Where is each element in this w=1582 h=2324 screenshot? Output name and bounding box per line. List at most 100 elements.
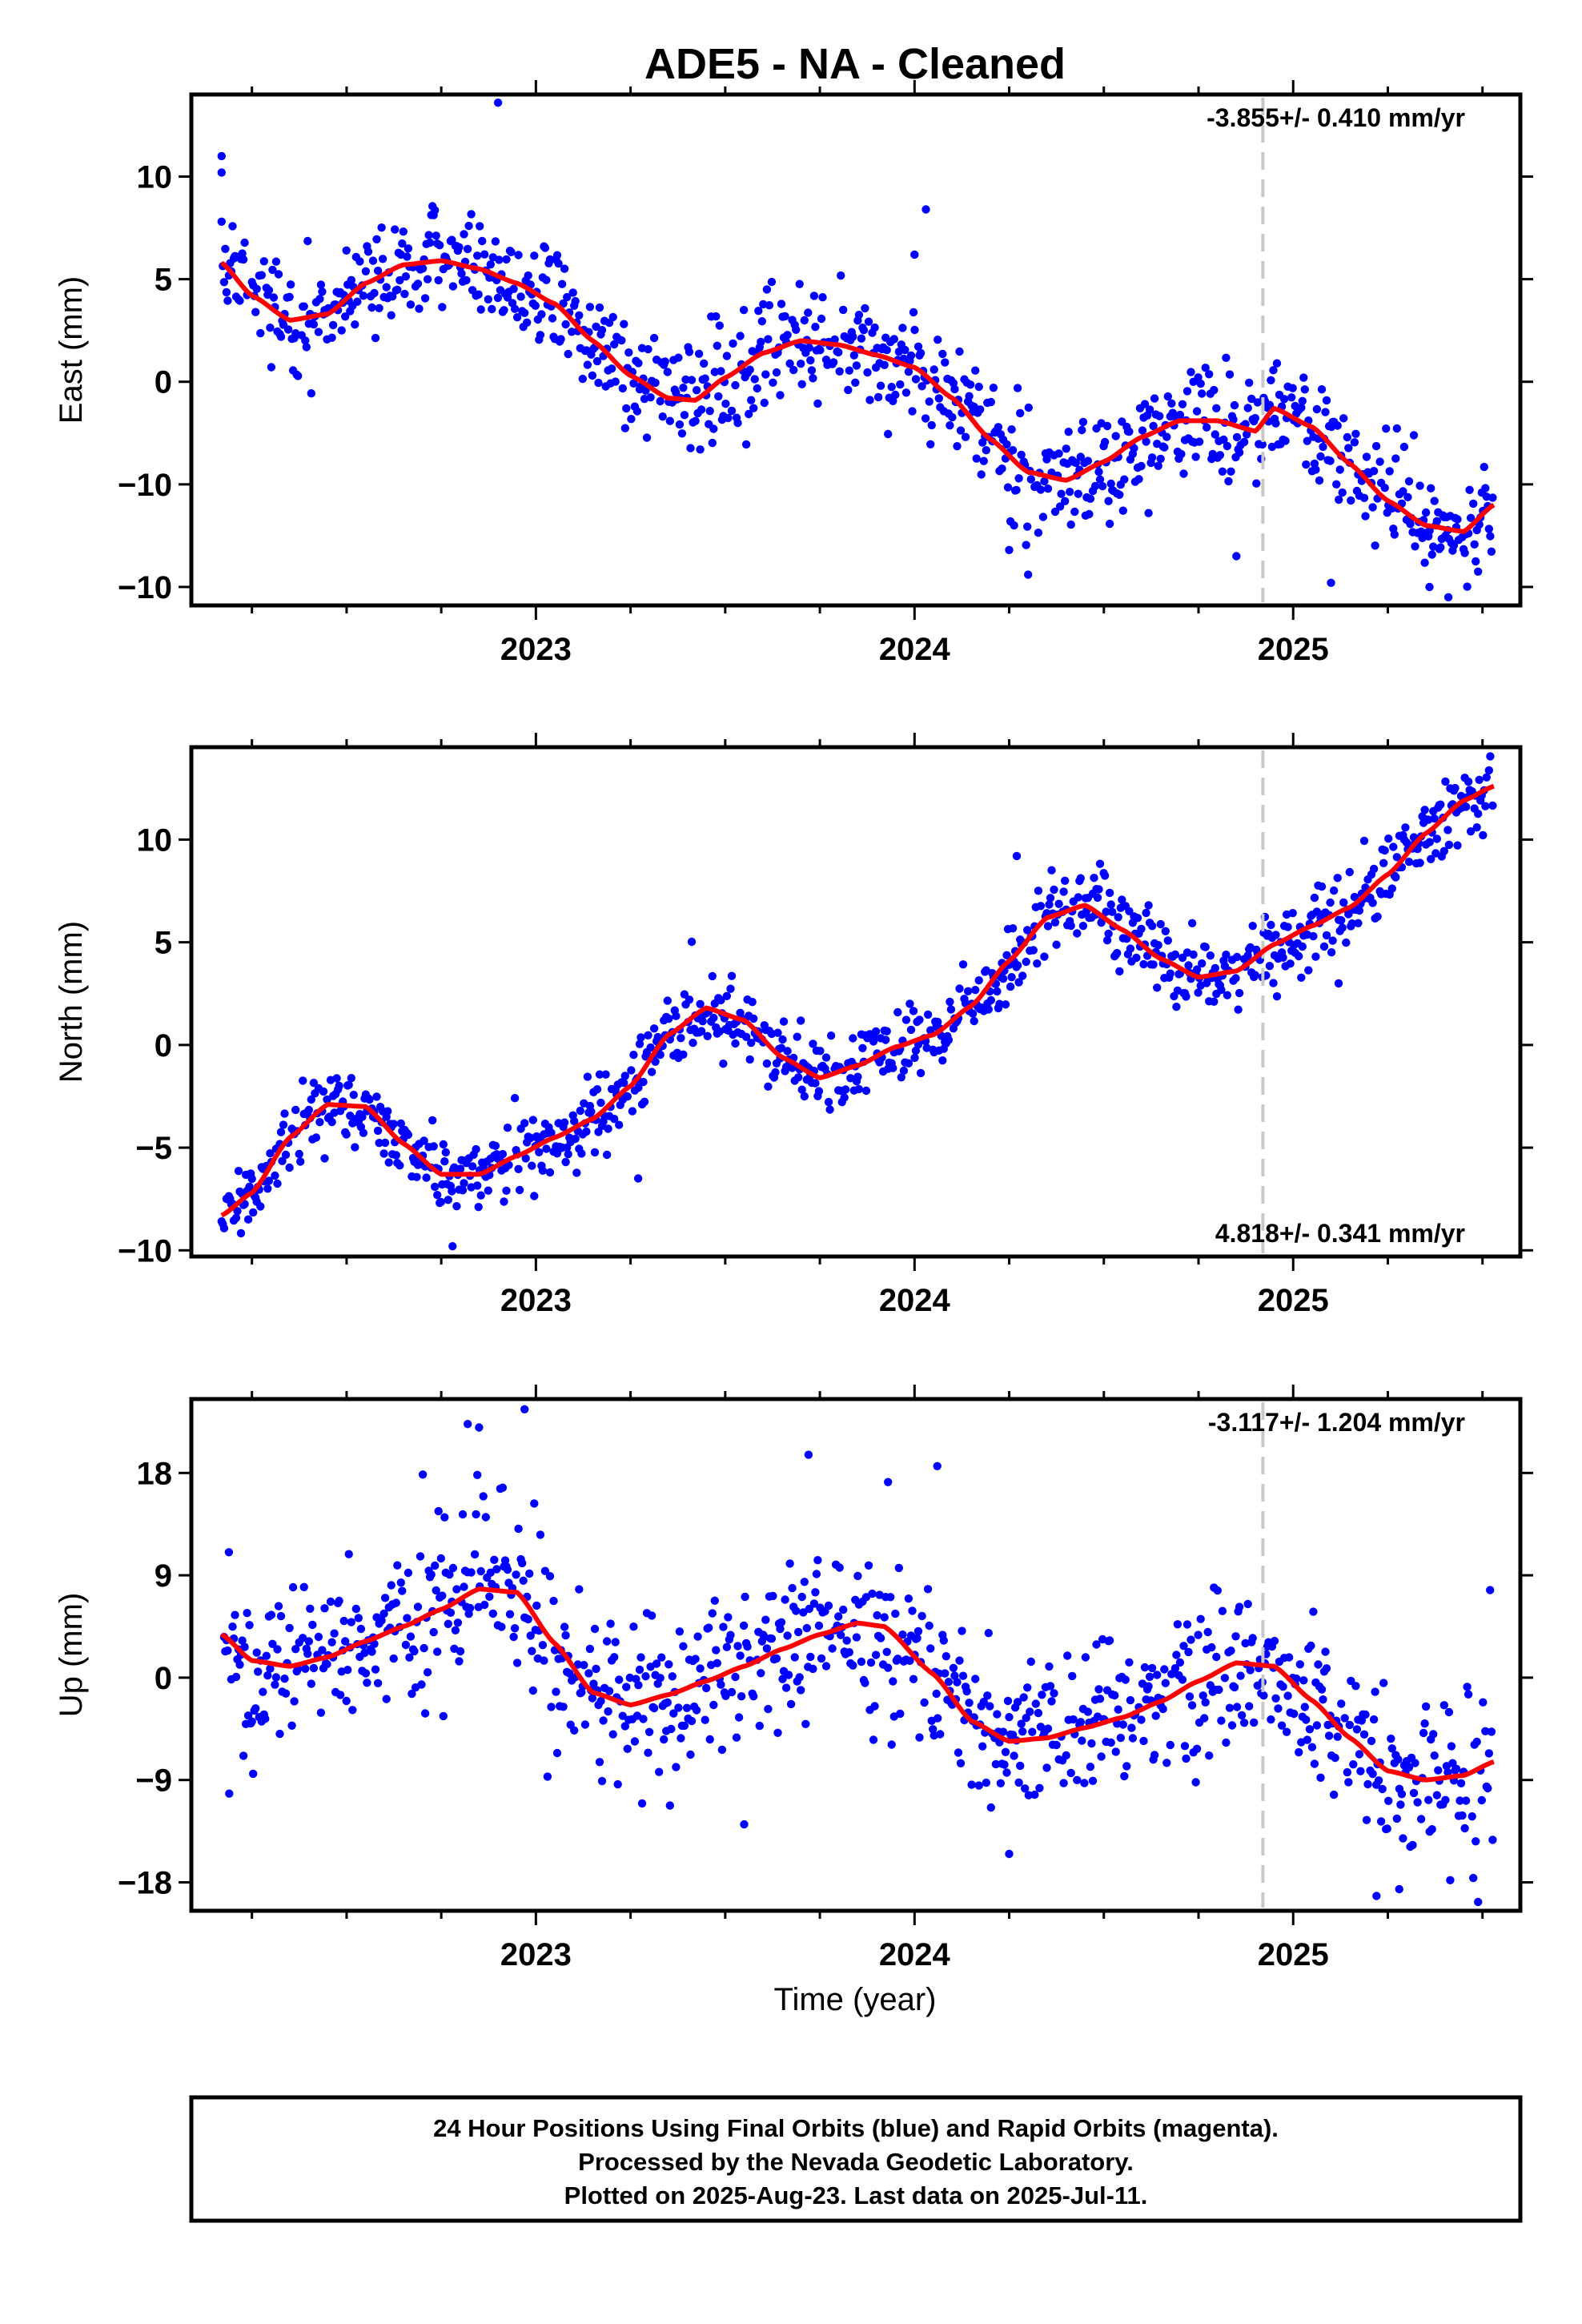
east-data-point	[1272, 359, 1282, 368]
up-data-point	[1194, 1630, 1203, 1639]
east-data-point	[811, 323, 820, 332]
up-data-point	[309, 1663, 319, 1673]
up-data-point	[1369, 1715, 1379, 1724]
up-data-point	[1321, 1647, 1330, 1656]
up-data-point	[405, 1653, 414, 1662]
east-data-point	[1175, 410, 1185, 420]
up-data-point	[408, 1689, 416, 1699]
up-data-point	[497, 1622, 506, 1631]
up-data-point	[371, 1665, 380, 1674]
up-data-point	[762, 1644, 772, 1653]
up-data-point	[1021, 1784, 1030, 1793]
east-data-point	[403, 252, 412, 261]
up-data-point	[1395, 1884, 1403, 1894]
east-data-point	[916, 348, 926, 358]
up-data-point	[1114, 1705, 1122, 1714]
north-data-point	[510, 1094, 520, 1103]
up-data-point	[1014, 1778, 1023, 1787]
up-data-point	[370, 1639, 379, 1648]
up-data-point	[986, 1702, 994, 1711]
north-data-point	[1106, 900, 1115, 909]
east-data-point	[424, 231, 433, 239]
up-data-point	[335, 1596, 343, 1606]
up-data-point	[864, 1561, 873, 1570]
up-data-point	[1222, 1738, 1231, 1747]
up-data-point	[1186, 1635, 1195, 1644]
east-data-point	[1205, 370, 1214, 379]
north-data-point	[1033, 959, 1042, 968]
north-data-point	[889, 1063, 897, 1072]
east-data-point	[1229, 415, 1238, 424]
north-y-tick-0: 10	[137, 822, 173, 858]
east-data-point	[1359, 493, 1369, 502]
east-data-point	[813, 399, 822, 408]
north-data-point	[396, 1161, 404, 1170]
north-data-point	[380, 1138, 390, 1148]
up-data-point	[490, 1555, 499, 1565]
east-data-point	[1404, 476, 1414, 486]
north-data-point	[665, 1014, 673, 1023]
up-data-point	[1248, 1634, 1257, 1642]
north-data-point	[1425, 838, 1434, 846]
north-data-point	[1389, 842, 1398, 851]
east-data-point	[480, 250, 489, 259]
north-data-point	[295, 1149, 303, 1159]
north-data-point	[1061, 876, 1070, 886]
up-data-point	[606, 1619, 615, 1628]
north-data-point	[814, 1087, 824, 1096]
up-data-point	[721, 1691, 730, 1700]
up-data-point	[1439, 1701, 1449, 1710]
east-data-point	[371, 333, 380, 343]
east-data-point	[805, 344, 813, 352]
up-data-point	[1150, 1751, 1159, 1759]
up-data-point	[1024, 1791, 1034, 1799]
north-data-point	[1441, 777, 1450, 786]
up-data-point	[1170, 1664, 1180, 1673]
east-data-point	[1090, 481, 1100, 491]
up-data-point	[223, 1646, 232, 1655]
north-data-point	[1054, 899, 1063, 908]
up-data-point	[622, 1683, 631, 1691]
footer-line-2: Processed by the Nevada Geodetic Laborat…	[578, 2148, 1134, 2176]
east-y-tick-4: −10	[118, 570, 172, 605]
up-data-point	[1486, 1586, 1495, 1594]
up-data-point	[876, 1634, 885, 1642]
north-data-point	[1231, 974, 1240, 983]
north-data-point	[1269, 979, 1278, 987]
north-data-point	[1232, 952, 1242, 962]
north-data-point	[1235, 988, 1244, 998]
up-data-point	[1001, 1747, 1010, 1756]
north-data-point	[344, 1080, 353, 1089]
east-data-point	[692, 386, 701, 395]
east-data-point	[1074, 489, 1083, 498]
east-data-point	[302, 343, 311, 352]
north-data-point	[570, 1116, 579, 1126]
east-data-point	[1104, 497, 1113, 505]
east-data-point	[651, 378, 660, 388]
north-data-point	[1050, 918, 1060, 927]
up-data-point	[1302, 1715, 1311, 1724]
north-data-point	[1144, 901, 1153, 910]
north-data-point	[685, 995, 694, 1004]
up-data-point	[956, 1759, 966, 1767]
up-data-point	[545, 1572, 555, 1581]
north-data-point	[296, 1157, 305, 1166]
up-data-point	[1295, 1660, 1305, 1669]
up-data-point	[811, 1588, 820, 1597]
east-data-point	[1212, 404, 1221, 412]
north-rate-label: 4.818+/- 0.341 mm/yr	[1215, 1219, 1465, 1248]
up-data-point	[464, 1420, 472, 1429]
east-data-point	[221, 244, 230, 253]
east-data-point	[611, 377, 620, 386]
north-data-point	[327, 1117, 336, 1127]
up-data-point	[996, 1779, 1006, 1787]
up-data-point	[1000, 1760, 1009, 1769]
east-data-point	[597, 326, 607, 335]
east-data-point	[1010, 521, 1018, 530]
east-data-point	[251, 308, 260, 316]
up-data-point	[604, 1687, 614, 1695]
east-data-point	[1186, 368, 1195, 376]
north-data-point	[821, 1053, 831, 1062]
up-data-point	[235, 1660, 244, 1669]
east-data-point	[1043, 485, 1053, 493]
